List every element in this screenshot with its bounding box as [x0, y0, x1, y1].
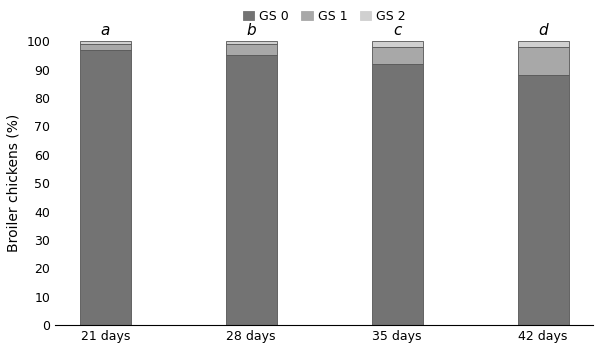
Y-axis label: Broiler chickens (%): Broiler chickens (%): [7, 114, 21, 252]
Bar: [371, 64, 422, 325]
Bar: [518, 41, 569, 47]
Text: a: a: [101, 23, 110, 38]
Bar: [80, 50, 131, 325]
Bar: [80, 44, 131, 50]
Bar: [226, 44, 277, 55]
Text: d: d: [538, 23, 548, 38]
Bar: [80, 41, 131, 44]
Bar: [518, 75, 569, 325]
Legend: GS 0, GS 1, GS 2: GS 0, GS 1, GS 2: [238, 5, 410, 28]
Bar: [371, 41, 422, 47]
Bar: [371, 47, 422, 64]
Text: b: b: [247, 23, 256, 38]
Bar: [226, 55, 277, 325]
Text: c: c: [393, 23, 401, 38]
Bar: [518, 47, 569, 75]
Bar: [226, 41, 277, 44]
